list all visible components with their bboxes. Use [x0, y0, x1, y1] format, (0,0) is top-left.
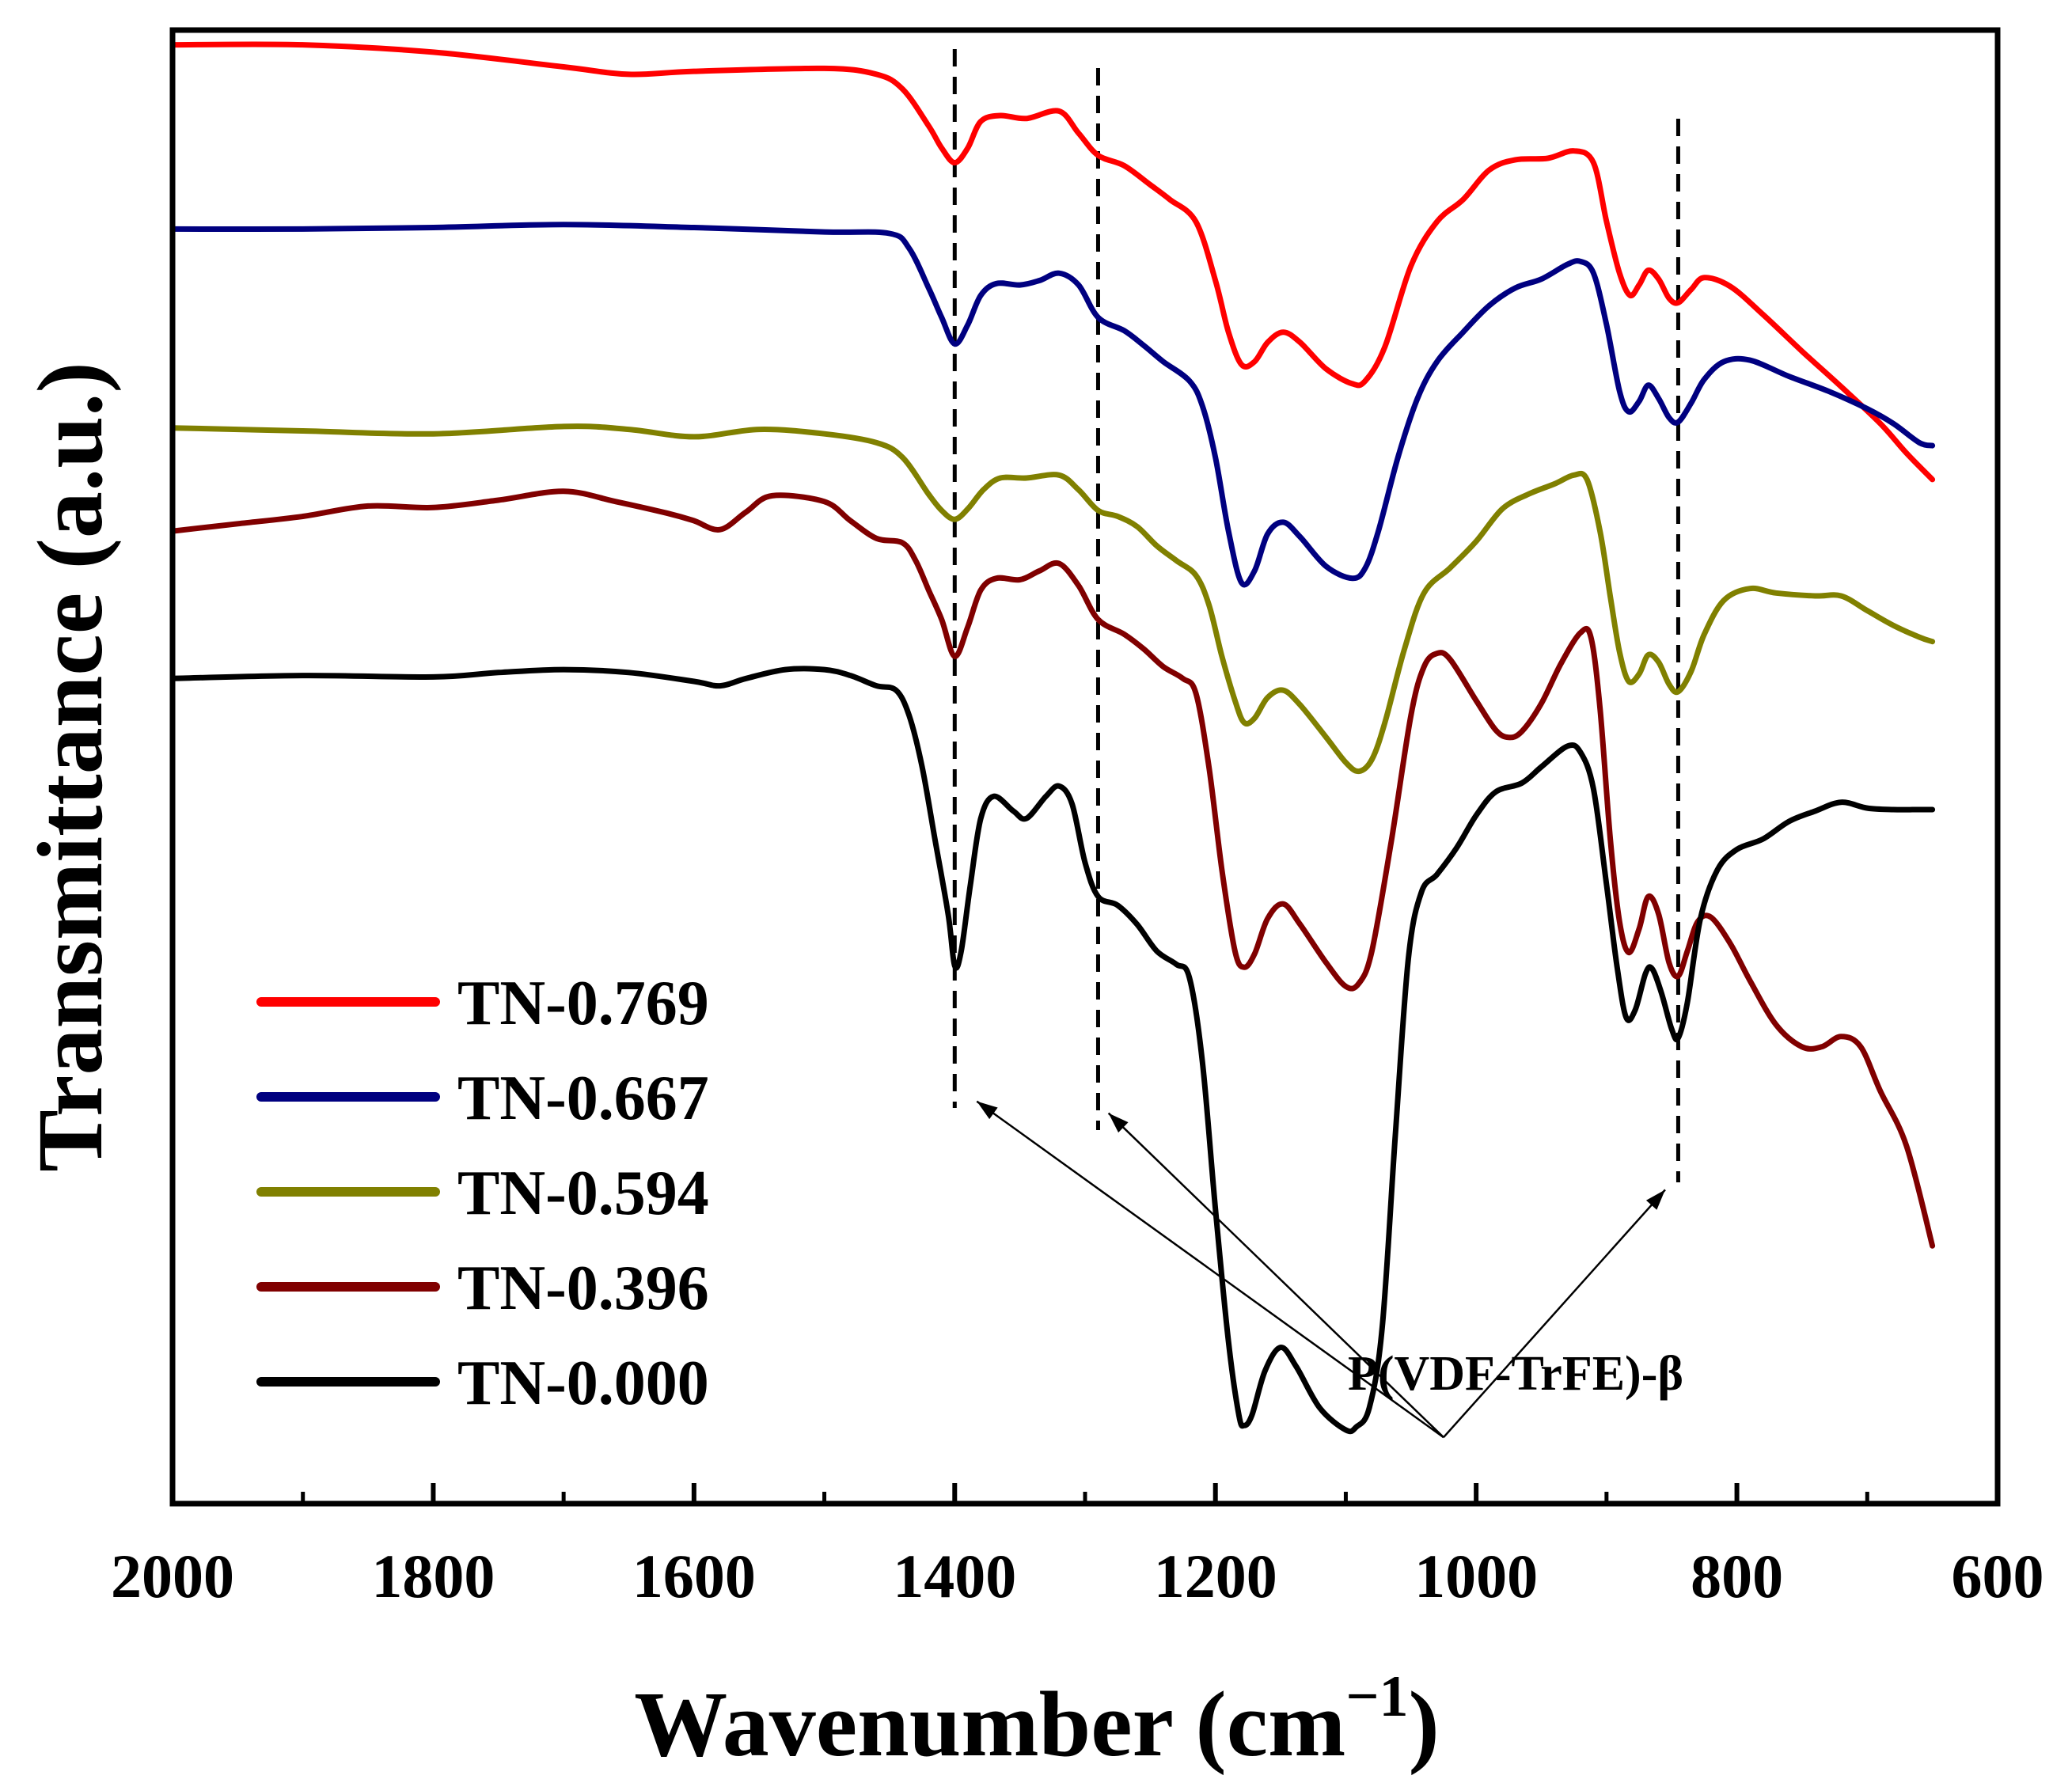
annotation-arrowhead [1645, 1189, 1665, 1210]
series-line-tn-0.594 [173, 423, 1936, 775]
x-tick-label: 1600 [632, 1542, 756, 1610]
series-group [173, 41, 1936, 1435]
legend-label: TN-0.396 [457, 1254, 709, 1323]
x-tick-label: 1800 [371, 1542, 495, 1610]
x-axis-label-main: Wavenumber (cm [634, 1672, 1345, 1776]
annotation: P(VDF-TrFE)-β [976, 1100, 1683, 1439]
annotation-arrows [976, 1100, 1666, 1439]
x-tick-label: 2000 [111, 1542, 234, 1610]
x-axis-ticks [170, 1483, 2000, 1504]
x-tick-label: 1000 [1414, 1542, 1538, 1610]
series-line-tn-0.769 [173, 41, 1936, 483]
x-tick-label: 600 [1952, 1542, 2044, 1610]
annotation-arrow [976, 1100, 1444, 1439]
legend-label: TN-0.594 [457, 1159, 709, 1228]
x-tick-label: 800 [1691, 1542, 1783, 1610]
x-axis-tick-labels: 2000 1800 1600 1400 1200 1000 800 600 [111, 1542, 2044, 1610]
x-tick-label: 1200 [1154, 1542, 1277, 1610]
annotation-arrow [1107, 1112, 1444, 1439]
x-axis-label: Wavenumber (cm−1) [634, 1664, 1440, 1776]
legend-label: TN-0.769 [457, 969, 709, 1038]
series-line-tn-0.396 [173, 488, 1936, 1249]
x-axis-label-superscript: −1 [1345, 1664, 1408, 1729]
series-line-tn-0.667 [173, 222, 1936, 588]
annotation-arrowhead [1108, 1113, 1129, 1133]
x-axis-label-close: ) [1409, 1672, 1440, 1776]
annotation-arrow [1443, 1189, 1666, 1439]
legend-label: TN-0.000 [457, 1349, 709, 1418]
x-tick-label: 1400 [893, 1542, 1016, 1610]
legend-label: TN-0.667 [457, 1064, 709, 1133]
annotation-arrowhead [977, 1101, 998, 1120]
y-axis-label: Transmittance (a.u.) [18, 362, 122, 1172]
reference-lines [952, 49, 1680, 1182]
annotation-label: P(VDF-TrFE)-β [1348, 1347, 1683, 1401]
plot-frame [169, 27, 2001, 1507]
legend: TN-0.769 TN-0.667 TN-0.594 TN-0.396 TN-0.000 [256, 969, 709, 1418]
series-line-tn-0.000 [173, 666, 1936, 1435]
